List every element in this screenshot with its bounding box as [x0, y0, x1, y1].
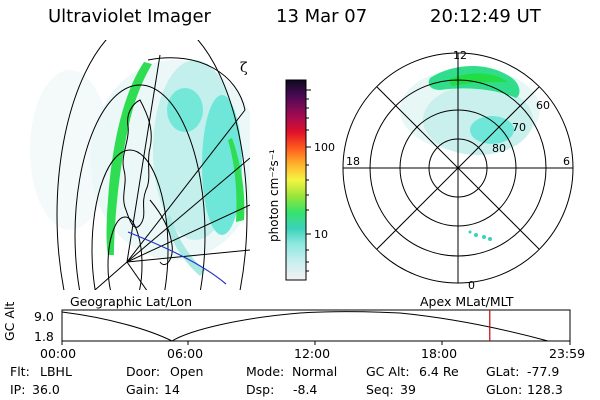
altitude-ylabel: GC Alt: [2, 301, 17, 341]
mlt-label-6: 6: [563, 155, 570, 168]
mlat-label-70: 70: [512, 121, 526, 134]
instrument-title: Ultraviolet Imager: [48, 6, 211, 27]
status-glon-value: 128.3: [527, 382, 563, 397]
map-glyph: ζ: [240, 60, 248, 76]
status-ip-value: 36.0: [32, 382, 60, 397]
colorbar-ticks: [306, 89, 311, 272]
x-tick-1800: 18:00: [421, 346, 458, 361]
polar-grid: [342, 52, 574, 284]
alt-tick-9: 9.0: [34, 309, 54, 324]
altitude-x-ticks: [61, 341, 571, 345]
status-flt-label: Flt:: [10, 364, 30, 379]
status-glat-label: GLat:: [486, 364, 520, 379]
time-label: 20:12:49 UT: [430, 6, 541, 27]
status-mode-value: Normal: [292, 364, 338, 379]
apex-label: Apex MLat/MLT: [420, 294, 514, 309]
status-gcalt-value: 6.4 Re: [419, 364, 459, 379]
x-tick-1200: 12:00: [294, 346, 331, 361]
x-tick-0000: 00:00: [40, 346, 77, 361]
status-seq-label: Seq:: [366, 382, 394, 397]
altitude-curve: [61, 311, 549, 342]
status-dsp-value: -8.4: [293, 382, 318, 397]
status-gain-value: 14: [164, 382, 180, 397]
status-mode-label: Mode:: [246, 364, 285, 379]
colorbar: [285, 79, 307, 281]
mlt-label-12: 12: [453, 49, 467, 62]
alt-tick-1-8: 1.8: [34, 329, 54, 344]
date-label: 13 Mar 07: [276, 6, 368, 27]
status-door-label: Door:: [126, 364, 161, 379]
x-tick-0600: 06:00: [167, 346, 204, 361]
altitude-plot-frame: [61, 309, 571, 342]
status-seq-value: 39: [400, 382, 416, 397]
status-glon-label: GLon:: [486, 382, 523, 397]
colorbar-tick-100: 100: [314, 141, 335, 154]
mlat-label-80: 80: [492, 142, 506, 155]
colorbar-unit-label: photon cm⁻²s⁻¹: [267, 149, 281, 242]
geographic-image: [30, 40, 250, 290]
status-door-value: Open: [170, 364, 204, 379]
colorbar-tick-10: 10: [314, 228, 328, 241]
mlat-label-60: 60: [536, 99, 550, 112]
status-dsp-label: Dsp:: [246, 382, 275, 397]
geographic-label: Geographic Lat/Lon: [70, 294, 192, 309]
polar-image: [400, 66, 540, 241]
status-glat-value: -77.9: [527, 364, 560, 379]
mlt-label-18: 18: [346, 155, 360, 168]
status-ip-label: IP:: [10, 382, 26, 397]
x-tick-2359: 23:59: [549, 346, 586, 361]
mlt-label-0: 0: [468, 279, 475, 292]
status-flt-value: LBHL: [40, 364, 72, 379]
status-gain-label: Gain:: [126, 382, 159, 397]
status-gcalt-label: GC Alt:: [366, 364, 410, 379]
